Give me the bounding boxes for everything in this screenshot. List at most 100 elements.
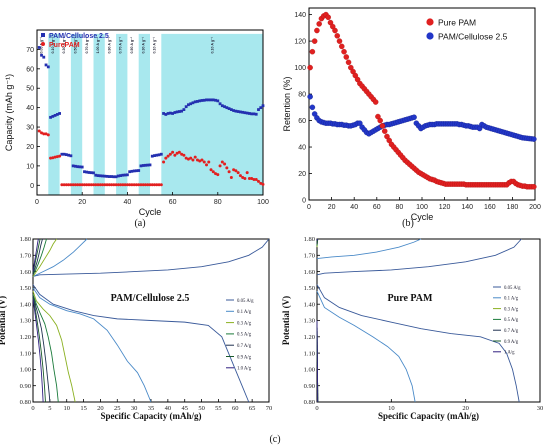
y-tick-label: 1.30 <box>304 318 315 325</box>
data-point-pure-pam <box>60 183 64 187</box>
data-point-pam-cellulose <box>46 65 50 69</box>
data-point-pam-cellulose <box>141 164 145 167</box>
data-point-pure-pam <box>44 132 48 136</box>
data-point-pure-pam <box>78 183 82 187</box>
charge-curve <box>32 238 57 277</box>
data-point-pure-pam <box>214 172 218 176</box>
data-point-pam-cellulose <box>236 110 240 113</box>
x-tick-label: 40 <box>350 204 358 211</box>
data-point-pam-cellulose <box>128 170 132 174</box>
data-point-pam-cellulose <box>44 63 48 67</box>
y-tick-label: 1.00 <box>20 367 31 374</box>
data-point-pure-pam <box>173 153 177 157</box>
rate-label: 0.70 A g⁻¹ <box>119 36 123 53</box>
y-tick-label: 1.00 <box>304 367 315 374</box>
legend-label: 0.1 A/g <box>237 310 252 315</box>
y-tick-label: 1.70 <box>304 253 315 260</box>
x-tick-label: 180 <box>507 204 519 211</box>
data-point-pam-cellulose <box>168 111 172 115</box>
y-tick-label: 1.20 <box>304 334 315 341</box>
data-point-pam-cellulose <box>187 103 190 107</box>
data-point-pam-cellulose <box>96 174 100 177</box>
data-point-pure-pam <box>236 171 240 175</box>
data-point-pam-cellulose <box>74 164 77 168</box>
panel-a-capacity-chart: 0 20 40 60 80 100 0 10 20 30 40 50 60 70 Cycle Capacity… <box>4 29 269 217</box>
data-point-pam-cellulose <box>254 112 258 116</box>
data-point-pure-pam <box>254 177 258 181</box>
data-point-pure-pam <box>247 177 251 180</box>
data-point-pure-pam <box>225 166 229 170</box>
data-point-pure-pam <box>200 158 204 162</box>
rate-label: 0.30 A g⁻¹ <box>141 36 145 53</box>
charge-curve <box>316 238 522 276</box>
legend-marker <box>426 32 434 40</box>
data-point-pam-cellulose <box>157 153 161 157</box>
data-point-pam-cellulose <box>531 136 537 142</box>
rate-label: 0.10 A g⁻¹ <box>210 36 214 53</box>
data-point-pure-pam <box>229 176 233 180</box>
data-point-pam-cellulose <box>193 100 197 104</box>
data-point-pam-cellulose <box>139 164 143 168</box>
discharge-curve <box>32 297 46 403</box>
discharge-curve <box>32 294 59 403</box>
legend-label: 0.3 A/g <box>237 321 252 326</box>
data-point-pure-pam <box>381 128 388 134</box>
data-point-pure-pam <box>103 183 107 187</box>
data-point-pure-pam <box>98 183 102 187</box>
data-point-pure-pam <box>105 183 109 187</box>
data-point-pam-cellulose <box>123 173 127 177</box>
legend-label: 0.05 A/g <box>237 299 254 304</box>
legend-marker <box>426 18 434 26</box>
discharge-curve <box>316 284 520 403</box>
data-point-pam-cellulose <box>182 108 186 111</box>
data-point-pam-cellulose <box>166 112 170 115</box>
charge-curve <box>32 238 43 275</box>
x-tick-label: 70 <box>266 405 273 412</box>
data-point-pure-pam <box>241 176 245 180</box>
data-point-pure-pam <box>307 64 313 71</box>
data-point-pam-cellulose <box>150 154 154 158</box>
data-point-pure-pam <box>71 183 75 187</box>
rate-label: 0.30 A g⁻¹ <box>62 36 66 53</box>
data-point-pam-cellulose <box>202 98 206 102</box>
data-point-pam-cellulose <box>223 105 226 109</box>
legend-label: PAM/Cellulose 2.5 <box>49 33 109 40</box>
rate-label: 0.70 A g⁻¹ <box>85 36 89 53</box>
data-point-pam-cellulose <box>85 170 89 174</box>
data-point-pure-pam <box>311 38 318 44</box>
data-point-pure-pam <box>76 183 80 187</box>
legend-label: PurePAM <box>49 42 80 49</box>
y-tick-label: 1.60 <box>20 269 31 276</box>
panel-title: Pure PAM <box>388 293 433 304</box>
legend-label: 1 A/g <box>504 351 515 356</box>
data-point-pam-cellulose <box>245 111 249 115</box>
data-point-pam-cellulose <box>211 98 215 102</box>
data-point-pam-cellulose <box>198 99 202 103</box>
data-point-pure-pam <box>345 59 352 66</box>
data-point-pure-pam <box>234 169 238 173</box>
data-point-pure-pam <box>216 173 220 177</box>
data-point-pure-pam <box>164 156 168 160</box>
y-axis-title: Potential (V) <box>0 296 7 345</box>
x-tick-label: 60 <box>169 199 177 206</box>
data-point-pure-pam <box>73 183 77 187</box>
y-tick-label: 60 <box>26 66 34 73</box>
y-tick-label: 140 <box>294 12 306 19</box>
data-point-pam-cellulose <box>67 153 71 157</box>
data-point-pure-pam <box>137 183 141 187</box>
data-point-pam-cellulose <box>171 112 174 115</box>
data-point-pure-pam <box>189 156 193 160</box>
data-point-pure-pam <box>211 170 215 174</box>
data-point-pam-cellulose <box>55 113 59 116</box>
legend-label: 1.0 A/g <box>237 367 252 372</box>
data-point-pam-cellulose <box>196 100 199 103</box>
x-tick-label: 45 <box>181 405 188 412</box>
discharge-curve <box>316 290 416 403</box>
x-tick-label: 0 <box>307 204 311 211</box>
y-tick-label: 0 <box>30 183 34 190</box>
x-tick-label: 20 <box>462 405 469 412</box>
x-tick-label: 160 <box>484 204 496 211</box>
data-point-pure-pam <box>101 183 105 187</box>
data-point-pam-cellulose <box>116 174 120 178</box>
